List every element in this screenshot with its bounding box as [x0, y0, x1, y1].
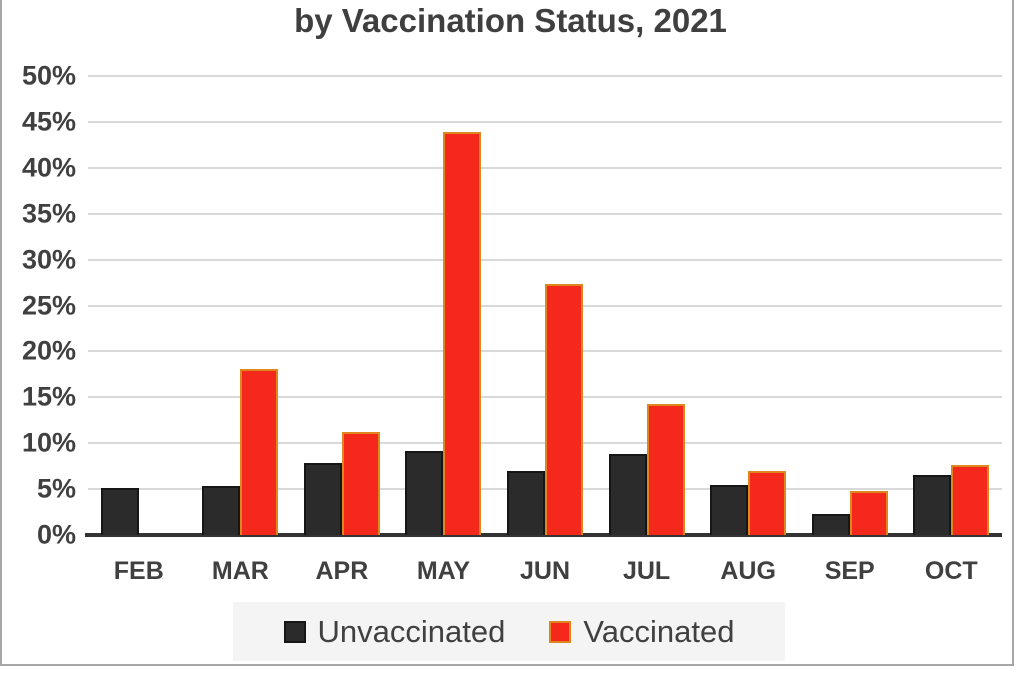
gridline-15 — [88, 396, 1002, 399]
gridline-20 — [88, 350, 1002, 353]
plot-area — [88, 76, 1002, 535]
bar-vaccinated-sep — [849, 491, 888, 535]
y-tick-label-30: 30% — [21, 244, 76, 275]
x-tick-label-may: MAY — [416, 557, 471, 585]
bar-group-mar — [190, 76, 292, 535]
y-tick-label-0: 0% — [36, 519, 76, 550]
legend-swatch-unvaccinated — [283, 620, 306, 643]
bar-vaccinated-jun — [545, 284, 584, 535]
x-tick-label-sep: SEP — [824, 557, 875, 585]
gridline-30 — [88, 258, 1002, 261]
legend-item-vaccinated: Vaccinated — [549, 616, 734, 647]
x-tick-label-jul: JUL — [622, 557, 671, 585]
y-tick-label-20: 20% — [21, 335, 76, 366]
bar-group-aug — [697, 76, 799, 535]
bar-vaccinated-apr — [341, 432, 380, 535]
y-tick-label-35: 35% — [21, 198, 76, 229]
bar-unvaccinated-sep — [811, 514, 850, 535]
bar-vaccinated-mar — [240, 369, 279, 535]
gridline-35 — [88, 212, 1002, 215]
bar-group-feb — [88, 76, 190, 535]
y-tick-label-40: 40% — [21, 152, 76, 183]
bar-group-apr — [291, 76, 393, 535]
bar-unvaccinated-mar — [202, 486, 241, 535]
x-tick-label-mar: MAR — [211, 557, 269, 585]
gridline-50 — [88, 75, 1002, 77]
bar-group-oct — [901, 76, 1003, 535]
x-axis-labels: FEB MAR APR MAY JUN JUL AUG SEP OCT — [88, 557, 1002, 586]
bar-unvaccinated-apr — [303, 463, 342, 535]
bar-unvaccinated-feb — [100, 488, 139, 535]
y-tick-label-15: 15% — [21, 381, 76, 412]
gridline-10 — [88, 442, 1002, 445]
bar-group-jun — [494, 76, 596, 535]
x-tick-label-aug: AUG — [720, 557, 776, 585]
x-tick-label-jun: JUN — [520, 557, 571, 585]
gridline-45 — [88, 120, 1002, 123]
chart-title: by Vaccination Status, 2021 — [294, 2, 727, 39]
x-axis-line — [85, 533, 1002, 537]
bar-vaccinated-jul — [646, 404, 685, 535]
bar-group-jul — [596, 76, 698, 535]
bar-unvaccinated-aug — [710, 485, 749, 535]
x-tick-label-apr: APR — [315, 557, 369, 585]
bar-vaccinated-oct — [951, 465, 990, 535]
x-tick-label-oct: OCT — [924, 557, 978, 585]
y-tick-label-50: 50% — [21, 60, 76, 91]
legend-item-unvaccinated: Unvaccinated — [283, 614, 506, 649]
x-tick-label-feb: FEB — [113, 557, 164, 585]
bar-group-sep — [799, 76, 901, 535]
bar-vaccinated-aug — [748, 471, 787, 535]
gridline-25 — [88, 304, 1002, 307]
bar-group-may — [393, 76, 495, 535]
y-tick-label-25: 25% — [21, 290, 76, 320]
legend-label-vaccinated: Vaccinated — [583, 614, 735, 649]
legend: Unvaccinated Vaccinated — [233, 602, 785, 661]
bar-vaccinated-may — [443, 132, 482, 535]
bar-unvaccinated-oct — [913, 475, 952, 535]
bar-unvaccinated-jun — [507, 471, 546, 535]
legend-swatch-vaccinated — [549, 620, 572, 643]
bar-unvaccinated-jul — [608, 454, 647, 535]
legend-label-unvaccinated: Unvaccinated — [317, 614, 506, 649]
y-tick-label-5: 5% — [36, 473, 76, 504]
y-tick-label-45: 45% — [21, 106, 76, 137]
y-tick-label-10: 10% — [21, 427, 76, 458]
gridline-40 — [88, 166, 1002, 169]
bar-unvaccinated-may — [405, 451, 444, 535]
